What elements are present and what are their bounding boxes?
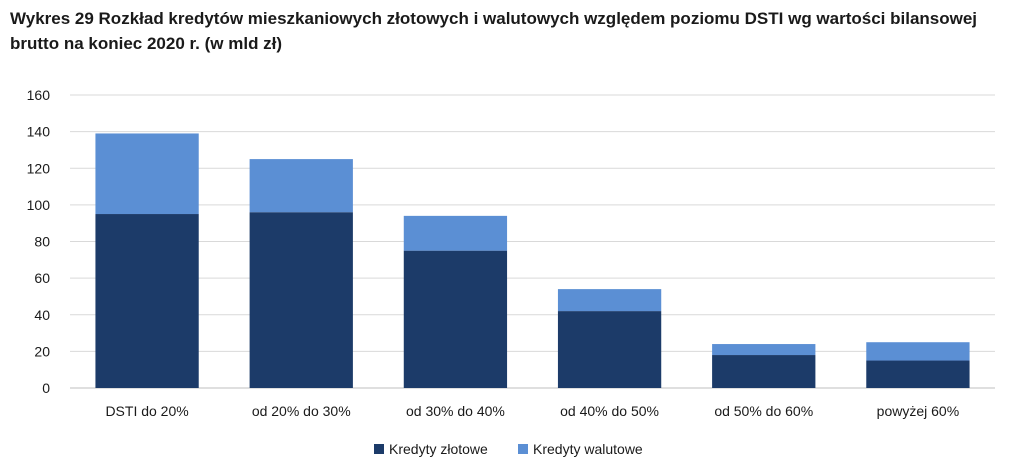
bar-kredyty-walutowe-powyzej-60pct <box>866 342 970 361</box>
bar-kredyty-zlotowe-od-30pct-do-40pct <box>403 250 508 388</box>
bar-kredyty-walutowe-dsti-do-20pct <box>95 133 199 215</box>
x-tick-label-dsti-do-20pct: DSTI do 20% <box>105 403 188 419</box>
legend-item-kredyty-walutowe: Kredyty walutowe <box>518 439 643 459</box>
y-tick-label-100: 100 <box>27 197 51 213</box>
y-tick-label-60: 60 <box>34 270 50 286</box>
y-axis-tick-labels: 0 20 40 60 80 100 120 140 160 <box>27 87 51 396</box>
bars <box>95 133 970 388</box>
y-tick-label-0: 0 <box>42 380 50 396</box>
bar-kredyty-walutowe-od-20pct-do-30pct <box>249 159 353 213</box>
x-tick-label-od-40pct-do-50pct: od 40% do 50% <box>560 403 659 419</box>
y-tick-label-120: 120 <box>27 160 51 176</box>
y-tick-label-20: 20 <box>34 343 50 359</box>
gridlines <box>70 94 995 389</box>
legend-swatch-kredyty-zlotowe <box>374 444 384 454</box>
y-tick-label-40: 40 <box>34 307 50 323</box>
x-axis-tick-labels: DSTI do 20% od 20% do 30% od 30% do 40% od … <box>105 403 959 419</box>
legend: Kredyty złotowe Kredyty walutowe <box>0 439 1024 459</box>
legend-item-kredyty-zlotowe: Kredyty złotowe <box>374 439 488 459</box>
bar-kredyty-zlotowe-powyzej-60pct <box>866 360 970 388</box>
bar-kredyty-zlotowe-dsti-do-20pct <box>95 214 199 388</box>
bar-kredyty-zlotowe-od-50pct-do-60pct <box>712 355 816 388</box>
y-tick-label-80: 80 <box>34 234 50 250</box>
legend-swatch-kredyty-walutowe <box>518 444 528 454</box>
legend-label-kredyty-walutowe: Kredyty walutowe <box>533 441 643 457</box>
bar-kredyty-zlotowe-od-40pct-do-50pct <box>557 311 662 388</box>
x-tick-label-powyzej-60pct: powyżej 60% <box>877 403 960 419</box>
x-tick-label-od-20pct-do-30pct: od 20% do 30% <box>252 403 351 419</box>
bar-kredyty-walutowe-od-50pct-do-60pct <box>712 344 816 356</box>
bar-kredyty-zlotowe-od-20pct-do-30pct <box>249 212 353 388</box>
y-tick-label-160: 160 <box>27 87 51 103</box>
y-tick-label-140: 140 <box>27 124 51 140</box>
legend-label-kredyty-zlotowe: Kredyty złotowe <box>389 441 488 457</box>
bar-kredyty-walutowe-od-40pct-do-50pct <box>557 289 662 312</box>
x-tick-label-od-50pct-do-60pct: od 50% do 60% <box>714 403 813 419</box>
x-tick-label-od-30pct-do-40pct: od 30% do 40% <box>406 403 505 419</box>
bar-kredyty-walutowe-od-30pct-do-40pct <box>403 215 508 251</box>
chart-title: Wykres 29 Rozkład kredytów mieszkaniowyc… <box>10 9 978 53</box>
